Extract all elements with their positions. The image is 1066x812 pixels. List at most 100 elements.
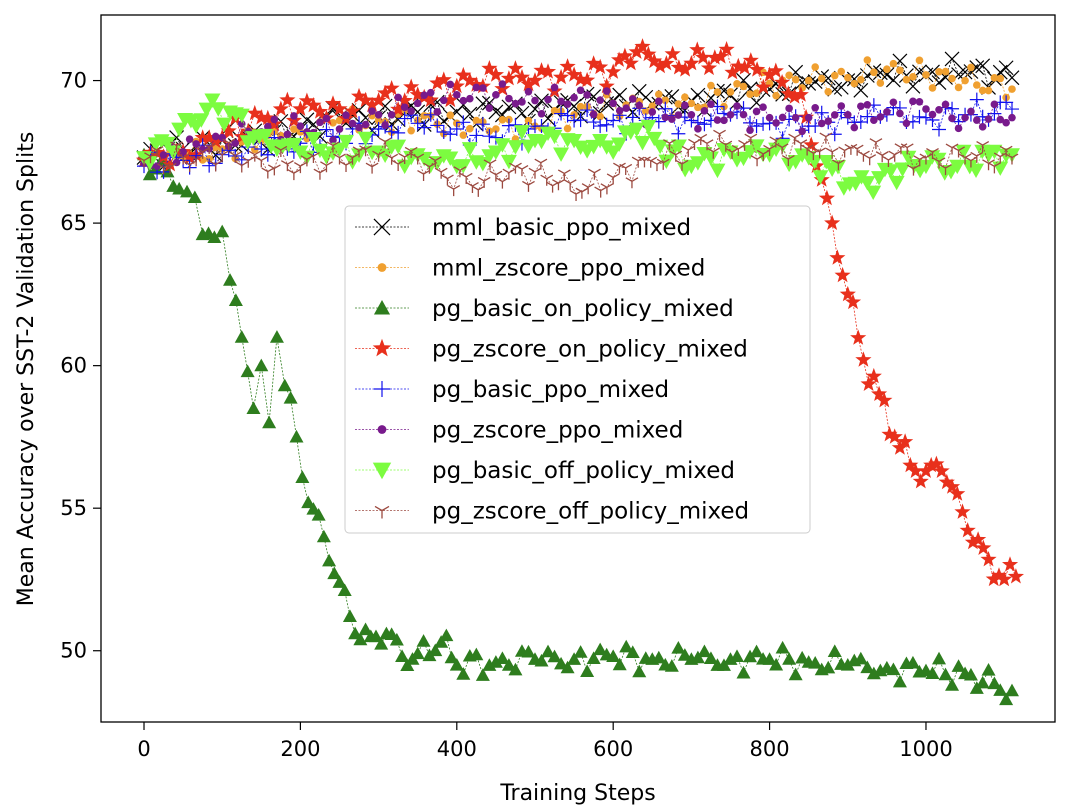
data-point [954, 83, 963, 92]
data-point [694, 133, 708, 145]
data-point [944, 51, 960, 67]
data-point [272, 100, 289, 116]
data-point [481, 60, 498, 76]
data-point [513, 125, 530, 140]
data-point [409, 86, 426, 102]
data-point [668, 115, 676, 123]
data-point [547, 649, 562, 663]
data-point [951, 659, 966, 672]
data-point [338, 134, 355, 150]
data-point [811, 63, 819, 71]
data-point [357, 131, 374, 147]
data-point [157, 163, 170, 175]
data-point [165, 145, 182, 160]
data-point [619, 639, 634, 653]
data-point [293, 162, 307, 174]
data-point [254, 358, 269, 372]
legend-marker [377, 263, 387, 272]
data-point [361, 120, 370, 129]
data-point [456, 667, 471, 680]
data-point [472, 116, 481, 125]
data-point [171, 122, 188, 138]
data-point [475, 668, 490, 681]
data-point [322, 553, 337, 567]
data-point [612, 657, 627, 671]
legend-label: pg_basic_off_policy_mixed [432, 458, 735, 484]
data-point [725, 148, 739, 160]
data-point [857, 75, 865, 84]
data-point [500, 154, 517, 170]
data-point [888, 175, 905, 191]
data-point [283, 130, 292, 139]
data-point [413, 99, 422, 108]
data-point [863, 100, 872, 109]
data-point [788, 667, 803, 681]
data-point [892, 674, 907, 688]
data-point [824, 117, 833, 125]
legend-marker [374, 505, 390, 519]
data-point [579, 71, 596, 88]
data-point [371, 122, 386, 137]
data-point [383, 80, 400, 96]
data-point [650, 160, 664, 172]
data-point [819, 132, 833, 144]
data-point [211, 132, 220, 141]
legend-label: pg_basic_on_policy_mixed [432, 296, 734, 322]
data-point [605, 63, 622, 79]
data-point [389, 632, 404, 646]
data-point [982, 159, 995, 171]
data-point [592, 58, 609, 75]
data-point [429, 74, 446, 91]
data-point [658, 101, 673, 116]
data-point [202, 158, 217, 173]
data-point [447, 185, 461, 197]
data-point [159, 136, 176, 152]
legend-label: mml_basic_ppo_mixed [432, 215, 691, 241]
data-point [494, 138, 511, 153]
data-point [466, 124, 474, 133]
data-point [669, 150, 683, 162]
data-point [670, 59, 687, 75]
data-point [605, 145, 622, 160]
data-point [472, 83, 481, 92]
data-point [461, 142, 478, 157]
data-point [459, 172, 473, 184]
data-point [277, 378, 292, 392]
data-point [351, 87, 368, 104]
data-point [968, 163, 985, 178]
data-point [869, 138, 883, 150]
data-point [567, 652, 582, 665]
data-point [769, 657, 784, 671]
data-point [507, 60, 524, 76]
data-point [576, 86, 585, 95]
data-point [726, 110, 735, 119]
data-point [683, 55, 700, 71]
data-point [377, 84, 394, 101]
data-point [984, 86, 993, 95]
data-point [640, 45, 657, 62]
data-point [207, 132, 224, 149]
x-tick-label: 600 [593, 737, 633, 761]
data-point [274, 145, 288, 157]
data-point [381, 121, 389, 129]
data-point [329, 136, 337, 144]
data-point [837, 102, 846, 110]
data-point [254, 156, 268, 168]
data-point [922, 105, 930, 113]
data-point [606, 649, 621, 663]
data-point [935, 105, 943, 114]
data-point [984, 115, 993, 123]
data-point [813, 147, 827, 159]
data-point [391, 159, 405, 171]
data-point [194, 129, 211, 145]
data-point [404, 146, 418, 158]
data-point [552, 179, 565, 191]
data-point [619, 163, 633, 175]
data-point [364, 96, 381, 113]
data-point [829, 249, 846, 265]
data-point [223, 273, 238, 286]
data-point [374, 637, 389, 650]
data-point [495, 177, 509, 189]
data-point [999, 692, 1014, 706]
data-point [922, 71, 930, 79]
